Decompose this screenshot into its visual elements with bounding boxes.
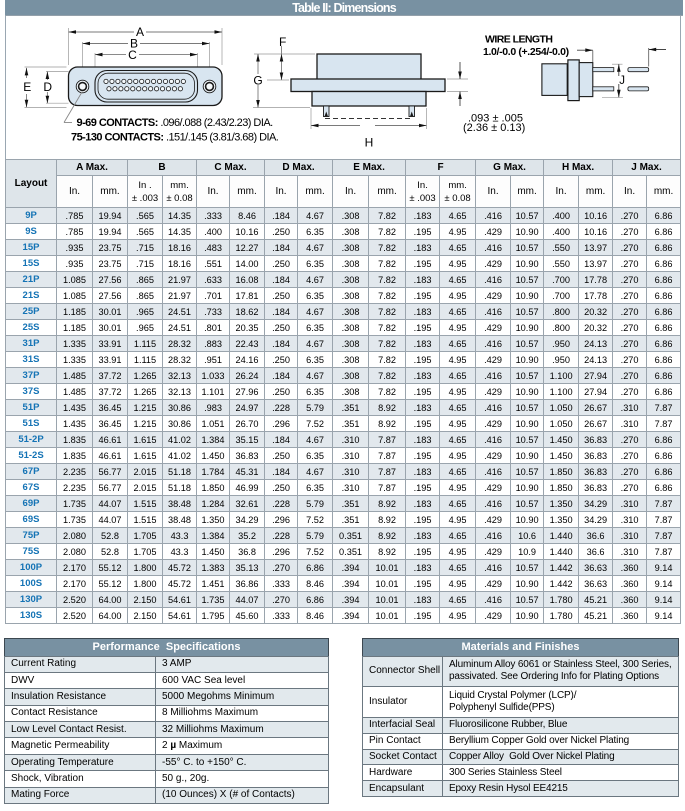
svg-text:G: G — [253, 73, 262, 87]
svg-text:.093 ± .005: .093 ± .005 — [468, 112, 523, 124]
svg-text:1.0/-0.0 (+.254/-0.0): 1.0/-0.0 (+.254/-0.0) — [483, 46, 569, 58]
svg-text:(2.36 ± 0.13): (2.36 ± 0.13) — [463, 122, 525, 134]
svg-text:A: A — [136, 25, 144, 39]
svg-text:J: J — [619, 75, 625, 87]
svg-text:D: D — [43, 80, 52, 94]
svg-text:H: H — [365, 136, 374, 150]
svg-text:C: C — [128, 48, 137, 62]
svg-text:WIRE LENGTH: WIRE LENGTH — [485, 34, 552, 46]
svg-text:E: E — [23, 80, 31, 94]
svg-text:B: B — [130, 37, 138, 51]
svg-text:9-69 CONTACTS: .096/.088 (2.43: 9-69 CONTACTS: .096/.088 (2.43/2.23) DIA… — [77, 117, 274, 129]
svg-text:F: F — [279, 35, 286, 49]
svg-text:75-130 CONTACTS: .151/.145 (3.: 75-130 CONTACTS: .151/.145 (3.81/3.68) D… — [71, 131, 279, 143]
